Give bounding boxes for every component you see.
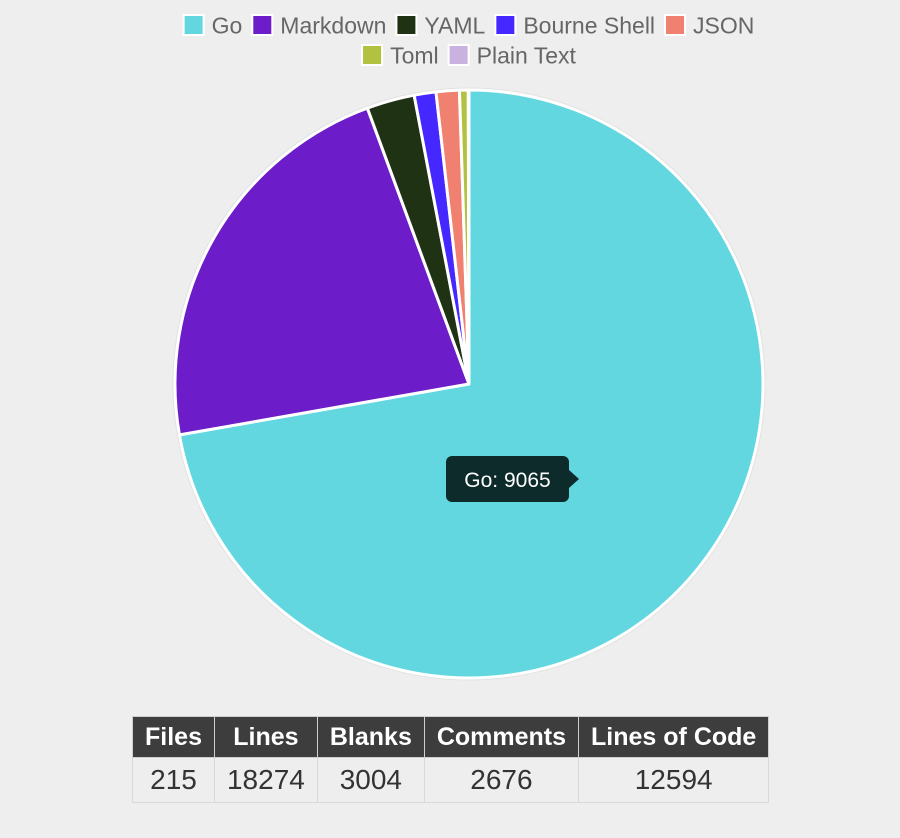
cell-comments: 2676 bbox=[423, 757, 580, 803]
table-row: 215 18274 3004 2676 12594 bbox=[132, 757, 770, 803]
column-header-lines: Lines bbox=[213, 716, 318, 758]
pie-slice-markdown[interactable] bbox=[173, 106, 471, 437]
cell-lines-of-code: 12594 bbox=[578, 757, 770, 803]
legend-label: JSON bbox=[693, 12, 754, 38]
legend-swatch bbox=[395, 14, 418, 36]
legend-item-yaml[interactable]: YAML bbox=[395, 12, 486, 38]
column-header-comments: Comments bbox=[423, 716, 580, 758]
legend-item-go[interactable]: Go bbox=[182, 12, 243, 38]
legend-swatch bbox=[251, 14, 274, 36]
column-header-blanks: Blanks bbox=[316, 716, 425, 758]
legend-label: Plain Text bbox=[477, 42, 577, 68]
tooltip-text: Go: 9065 bbox=[464, 469, 550, 492]
pie-slices bbox=[172, 87, 766, 681]
legend-item-bourne-shell[interactable]: Bourne Shell bbox=[494, 12, 655, 38]
legend-swatch bbox=[447, 44, 470, 66]
chart-legend: Go Markdown YAML Bourne Shell JSON Toml Plain … bbox=[182, 12, 754, 68]
column-header-files: Files bbox=[132, 716, 215, 758]
legend-label: YAML bbox=[424, 12, 485, 38]
legend-item-markdown[interactable]: Markdown bbox=[251, 12, 386, 38]
legend-item-json[interactable]: JSON bbox=[664, 12, 754, 38]
cell-blanks: 3004 bbox=[316, 757, 425, 803]
legend-swatch bbox=[664, 14, 687, 36]
legend-label: Bourne Shell bbox=[523, 12, 655, 38]
legend-item-toml[interactable]: Toml bbox=[361, 42, 439, 68]
legend-label: Go bbox=[212, 12, 243, 38]
legend-label: Markdown bbox=[280, 12, 386, 38]
pie-slice-go[interactable] bbox=[177, 88, 765, 680]
legend-item-plain-text[interactable]: Plain Text bbox=[447, 42, 577, 68]
tooltip-box bbox=[446, 456, 569, 502]
cell-lines: 18274 bbox=[213, 757, 318, 803]
legend-swatch bbox=[361, 44, 384, 66]
cell-files: 215 bbox=[132, 757, 215, 803]
chart-tooltip: Go: 9065 bbox=[446, 456, 579, 502]
table-header-row: Files Lines Blanks Comments Lines of Cod… bbox=[132, 716, 770, 758]
legend-label: Toml bbox=[390, 42, 439, 68]
stats-table: Files Lines Blanks Comments Lines of Cod… bbox=[132, 716, 770, 803]
column-header-lines-of-code: Lines of Code bbox=[578, 716, 770, 758]
tooltip-caret bbox=[569, 470, 579, 488]
pie-slice-plain-text[interactable] bbox=[466, 88, 471, 386]
legend-swatch bbox=[182, 14, 205, 36]
legend-swatch bbox=[494, 14, 517, 36]
pie-chart: Go Markdown YAML Bourne Shell JSON Toml Plain … bbox=[172, 12, 766, 681]
